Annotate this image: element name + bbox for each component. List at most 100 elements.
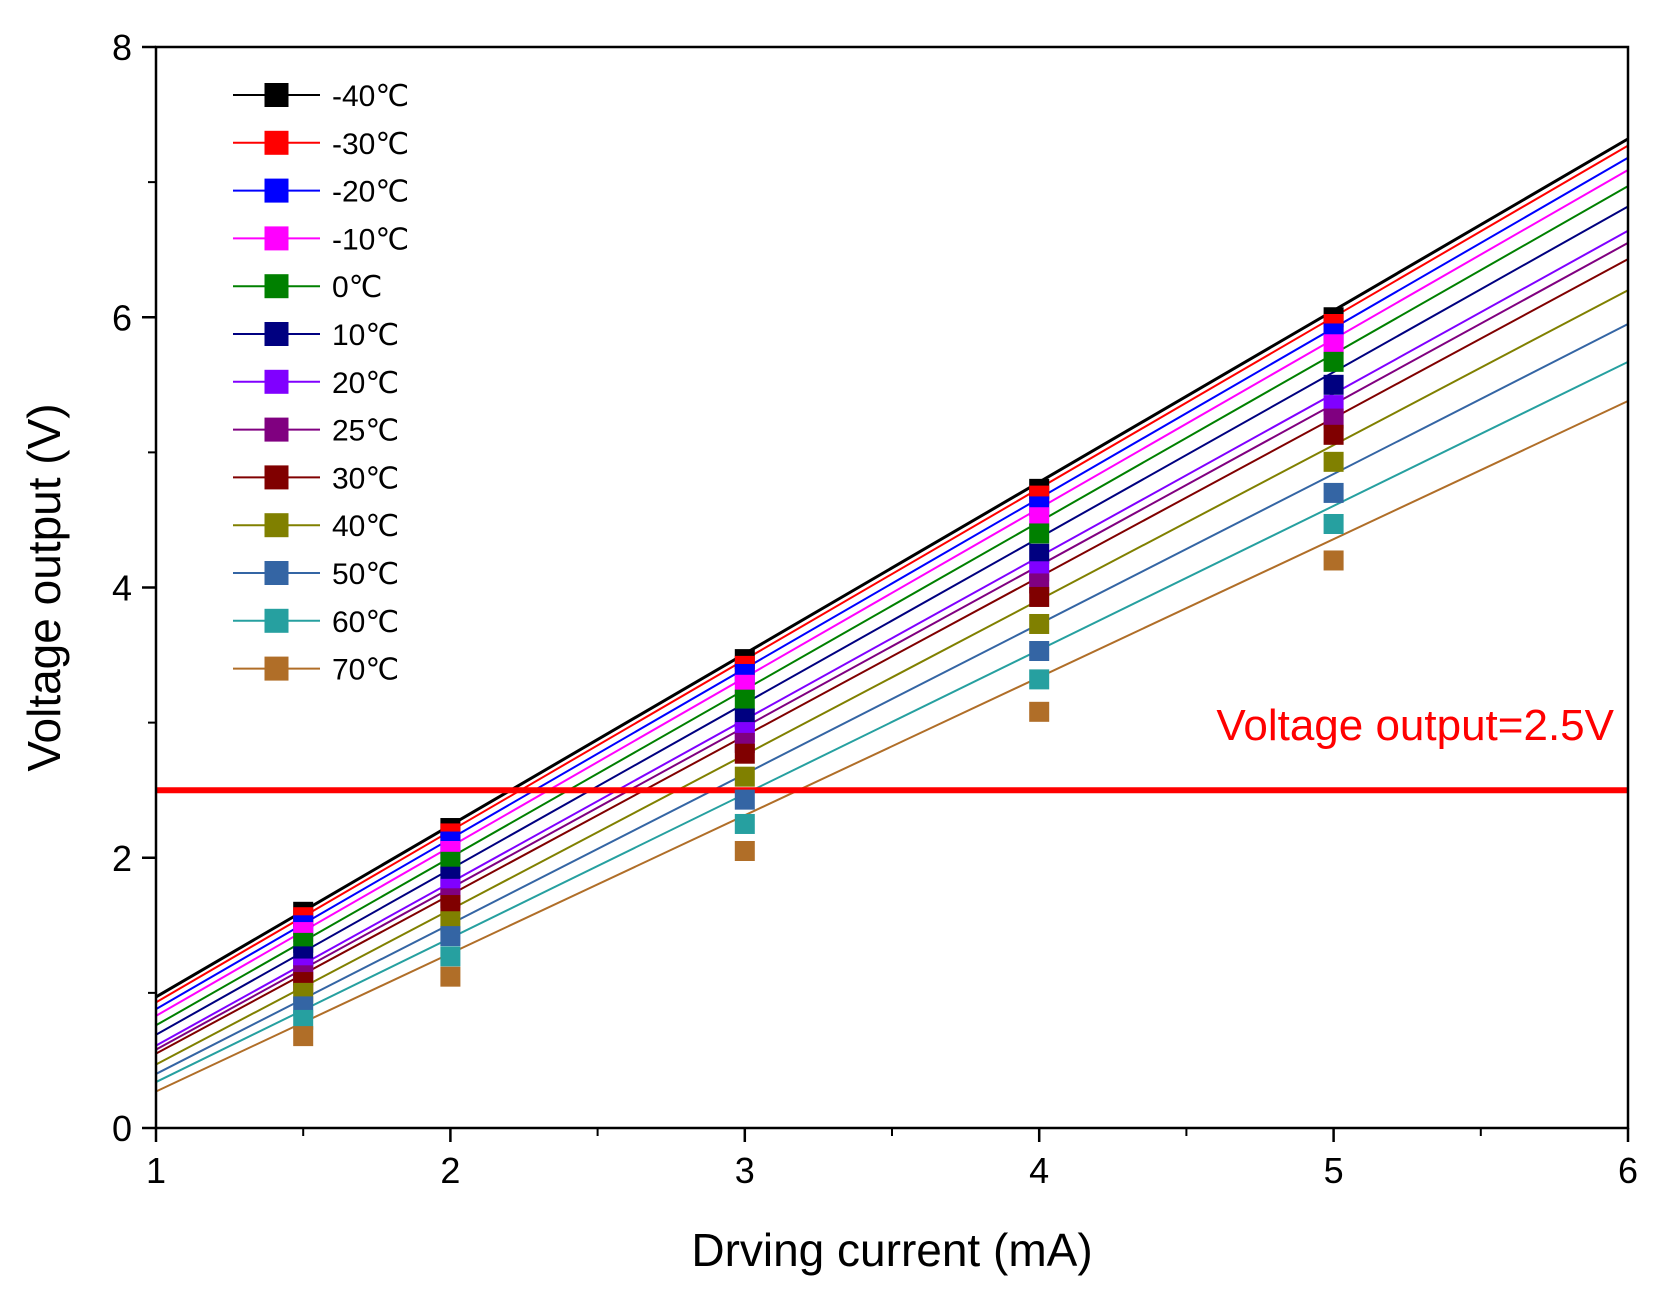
legend-label: 10℃: [332, 319, 399, 352]
legend-entry: 25℃: [233, 415, 399, 448]
data-point-10-3: [1029, 641, 1050, 662]
fit-line-8: [155, 258, 1629, 1055]
x-tick-label: 6: [1618, 1150, 1638, 1191]
data-point-11-1: [440, 946, 461, 967]
y-tick-label: 4: [112, 568, 132, 609]
fit-line-10: [155, 323, 1629, 1075]
x-axis-ticks: 1 2 3 4 5 6: [146, 1128, 1638, 1191]
data-point-3-4: [1323, 334, 1344, 355]
data-point-4-4: [1323, 351, 1344, 372]
data-point-9-4: [1323, 451, 1344, 472]
legend-marker: [264, 178, 289, 203]
legend-marker: [264, 417, 289, 442]
legend-entry: 0℃: [233, 271, 382, 304]
fit-line-0: [155, 137, 1629, 999]
legend-entry: -40℃: [233, 80, 409, 113]
y-tick-label: 6: [112, 297, 132, 338]
legend-label: 50℃: [332, 558, 399, 591]
x-tick-label: 4: [1029, 1150, 1049, 1191]
fit-line-9: [155, 289, 1629, 1066]
data-point-8-1: [440, 895, 461, 916]
legend-marker: [264, 465, 289, 490]
legend-label: 70℃: [332, 654, 399, 687]
x-tick-label: 3: [735, 1150, 755, 1191]
fit-line-3: [155, 169, 1629, 1017]
legend-marker: [264, 226, 289, 251]
data-point-9-3: [1029, 613, 1050, 634]
legend-marker: [264, 513, 289, 538]
y-tick-label: 0: [112, 1108, 132, 1149]
data-point-12-3: [1029, 701, 1050, 722]
legend-marker: [264, 369, 289, 394]
data-point-11-0: [293, 1009, 314, 1030]
fit-line-7: [155, 242, 1629, 1051]
fit-line-1: [155, 144, 1629, 1004]
legend-marker: [264, 130, 289, 155]
legend-entry: 30℃: [233, 462, 399, 495]
legend-label: 20℃: [332, 367, 399, 400]
fit-line-12: [155, 400, 1629, 1093]
data-point-5-4: [1323, 374, 1344, 395]
legend-label: 60℃: [332, 606, 399, 639]
data-point-3-3: [1029, 507, 1050, 528]
data-point-10-2: [734, 789, 755, 810]
data-point-4-2: [734, 689, 755, 710]
legend-entry: -10℃: [233, 223, 409, 256]
x-tick-label: 5: [1324, 1150, 1344, 1191]
fit-line-11: [155, 360, 1629, 1083]
data-point-8-3: [1029, 586, 1050, 607]
x-tick-label: 1: [146, 1150, 166, 1191]
fit-line-4: [155, 185, 1629, 1027]
fit-line-2: [155, 156, 1629, 1010]
legend-label: 0℃: [332, 271, 382, 304]
legend-marker: [264, 322, 289, 346]
data-markers: [293, 307, 1344, 1047]
legend-label: -10℃: [332, 223, 409, 256]
x-axis-title: Drving current (mA): [691, 1224, 1092, 1276]
data-point-10-4: [1323, 482, 1344, 503]
x-tick-label: 2: [440, 1150, 460, 1191]
data-point-12-4: [1323, 550, 1344, 571]
y-axis-title: Voltage output (V): [18, 403, 70, 771]
legend-label: 40℃: [332, 510, 399, 543]
data-point-7-4: [1323, 408, 1344, 429]
legend: -40℃ -30℃ -20℃ -10℃ 0℃ 10℃ 20℃ 25℃ 30℃ 40℃ 50℃ 60℃ 7…: [233, 80, 409, 687]
legend-entry: 60℃: [233, 606, 399, 639]
legend-entry: 50℃: [233, 558, 399, 591]
data-point-12-1: [440, 966, 461, 987]
legend-marker: [264, 608, 289, 633]
legend-label: -30℃: [332, 128, 409, 161]
reference-line-label: Voltage output=2.5V: [1216, 701, 1614, 750]
legend-marker: [264, 656, 289, 681]
legend-marker: [264, 83, 289, 107]
data-point-12-0: [293, 1026, 314, 1047]
legend-entry: -30℃: [233, 128, 409, 161]
data-point-8-2: [734, 743, 755, 764]
data-point-11-3: [1029, 669, 1050, 690]
legend-marker: [264, 274, 289, 299]
legend-label: -20℃: [332, 176, 409, 209]
legend-entry: 40℃: [233, 510, 399, 543]
y-axis-ticks: 0 2 4 6 8: [112, 27, 156, 1149]
legend-entry: 70℃: [233, 654, 399, 687]
data-point-4-3: [1029, 523, 1050, 544]
legend-entry: 10℃: [233, 319, 399, 352]
y-tick-label: 8: [112, 27, 132, 68]
data-point-11-4: [1323, 513, 1344, 534]
y-tick-label: 2: [112, 838, 132, 879]
data-point-11-2: [734, 813, 755, 834]
data-point-10-1: [440, 926, 461, 947]
data-point-12-2: [734, 840, 755, 861]
data-point-9-2: [734, 766, 755, 787]
fit-lines: [155, 137, 1629, 1093]
legend-entry: -20℃: [233, 176, 409, 209]
legend-label: -40℃: [332, 80, 409, 113]
legend-label: 30℃: [332, 462, 399, 495]
fit-line-6: [155, 229, 1629, 1047]
legend-label: 25℃: [332, 415, 399, 448]
data-point-8-4: [1323, 424, 1344, 445]
legend-entry: 20℃: [233, 367, 399, 400]
fit-line-5: [155, 205, 1629, 1036]
legend-marker: [264, 561, 289, 585]
